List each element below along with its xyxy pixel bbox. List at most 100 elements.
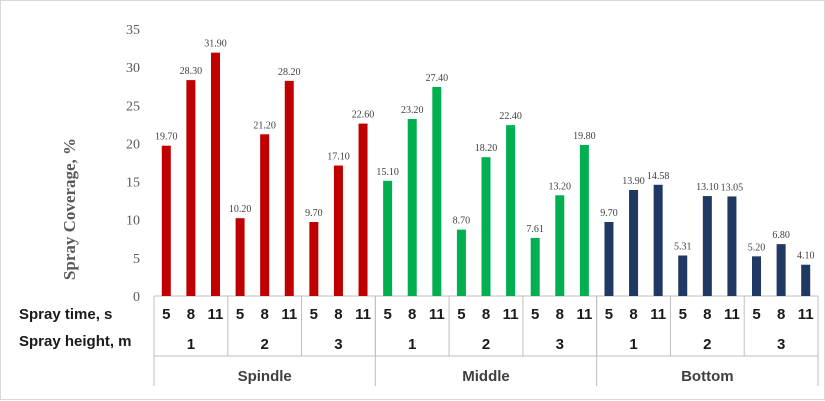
data-label: 28.20: [278, 67, 301, 78]
y-tick-label: 0: [133, 290, 140, 305]
bar-spindle-h1-t11: [210, 52, 220, 296]
x-tick-spray-time: 8: [187, 306, 195, 323]
x-tick-spray-time: 8: [260, 306, 268, 323]
bar-bottom-h3-t11: [801, 264, 811, 296]
bar-bottom-h3-t8: [776, 244, 786, 296]
data-label: 9.70: [600, 208, 618, 219]
bar-spindle-h3-t8: [333, 165, 343, 296]
bar-bottom-h2-t11: [727, 196, 737, 296]
bar-spindle-h2-t5: [235, 218, 245, 296]
data-label: 9.70: [305, 208, 323, 219]
data-label: 7.61: [526, 224, 544, 235]
x-tick-spray-time: 8: [556, 306, 564, 323]
data-label: 19.80: [573, 131, 596, 142]
x-tick-spray-height: 3: [334, 336, 342, 353]
data-label: 18.20: [475, 143, 498, 154]
data-label: 15.10: [376, 167, 399, 178]
x-tick-spray-time: 11: [650, 306, 666, 323]
x-tick-spray-time: 5: [605, 306, 613, 323]
data-label: 22.40: [499, 111, 522, 122]
data-label: 22.60: [352, 110, 375, 121]
x-tick-spray-time: 11: [281, 306, 297, 323]
x-tick-spray-height: 1: [408, 336, 416, 353]
x-tick-spray-time: 8: [482, 306, 490, 323]
x-group-label: Spindle: [238, 368, 292, 385]
data-label: 23.20: [401, 105, 424, 116]
plot-area: 0510152025303519.70528.30831.9011110.205…: [126, 23, 819, 386]
bar-bottom-h1-t8: [629, 189, 639, 296]
x-tick-spray-time: 5: [236, 306, 244, 323]
data-label: 31.90: [204, 39, 227, 50]
x-tick-spray-time: 8: [777, 306, 785, 323]
x-tick-spray-height: 1: [187, 336, 195, 353]
row-label-spray-time: Spray time, s: [19, 306, 112, 323]
bar-bottom-h1-t5: [604, 222, 614, 296]
bar-middle-h1-t5: [383, 180, 393, 296]
data-label: 5.20: [748, 242, 766, 253]
x-tick-spray-time: 11: [798, 306, 814, 323]
bar-spindle-h3-t11: [358, 123, 368, 296]
data-label: 10.20: [229, 204, 252, 215]
bar-bottom-h2-t8: [702, 196, 712, 296]
y-tick-label: 15: [126, 176, 140, 191]
data-label: 13.20: [549, 181, 572, 192]
x-tick-spray-time: 11: [208, 306, 224, 323]
x-tick-spray-time: 8: [629, 306, 637, 323]
data-label: 21.20: [253, 120, 276, 131]
x-tick-spray-time: 11: [503, 306, 519, 323]
data-label: 13.05: [721, 182, 744, 193]
x-tick-spray-time: 5: [162, 306, 170, 323]
x-tick-spray-time: 11: [724, 306, 740, 323]
x-tick-spray-time: 5: [383, 306, 391, 323]
x-tick-spray-height: 2: [260, 336, 268, 353]
x-tick-spray-time: 5: [679, 306, 687, 323]
data-label: 19.70: [155, 132, 178, 143]
bar-spindle-h3-t5: [309, 222, 319, 296]
bar-bottom-h3-t5: [752, 256, 762, 296]
bar-spindle-h2-t8: [260, 134, 270, 296]
x-tick-spray-height: 2: [482, 336, 490, 353]
bar-middle-h3-t8: [555, 195, 565, 296]
y-tick-label: 20: [126, 137, 140, 152]
bar-bottom-h2-t5: [678, 255, 688, 296]
x-tick-spray-time: 5: [310, 306, 318, 323]
bar-spindle-h1-t8: [186, 80, 196, 297]
bar-middle-h3-t5: [530, 237, 540, 296]
data-label: 6.80: [772, 230, 790, 241]
x-tick-spray-time: 11: [576, 306, 592, 323]
row-label-spray-height: Spray height, m: [19, 333, 132, 350]
x-tick-spray-height: 1: [629, 336, 637, 353]
x-group-label: Middle: [462, 368, 510, 385]
data-label: 13.90: [622, 176, 645, 187]
x-tick-spray-time: 8: [703, 306, 711, 323]
x-tick-spray-height: 3: [556, 336, 564, 353]
data-label: 28.30: [180, 66, 203, 77]
x-tick-spray-time: 8: [408, 306, 416, 323]
y-tick-label: 10: [126, 214, 140, 229]
data-label: 8.70: [453, 216, 471, 227]
bar-middle-h1-t11: [432, 86, 442, 296]
bar-middle-h1-t8: [407, 119, 417, 296]
data-label: 14.58: [647, 171, 670, 182]
x-group-label: Bottom: [681, 368, 734, 385]
x-tick-spray-time: 11: [429, 306, 445, 323]
bar-middle-h2-t8: [481, 157, 491, 296]
data-label: 13.10: [696, 182, 719, 193]
bar-spindle-h1-t5: [161, 145, 171, 296]
data-label: 17.10: [327, 152, 350, 163]
x-tick-spray-time: 11: [355, 306, 371, 323]
y-tick-label: 25: [126, 99, 140, 114]
bar-bottom-h1-t11: [653, 184, 663, 296]
x-tick-spray-height: 2: [703, 336, 711, 353]
x-tick-spray-height: 3: [777, 336, 785, 353]
bar-middle-h3-t11: [579, 144, 589, 296]
bar-middle-h2-t5: [456, 229, 466, 296]
data-label: 4.10: [797, 251, 815, 262]
y-axis-title: Spray Coverage, %: [60, 138, 79, 280]
y-tick-label: 30: [126, 61, 140, 76]
x-tick-spray-time: 8: [334, 306, 342, 323]
data-label: 5.31: [674, 241, 692, 252]
bar-spindle-h2-t11: [284, 80, 294, 296]
